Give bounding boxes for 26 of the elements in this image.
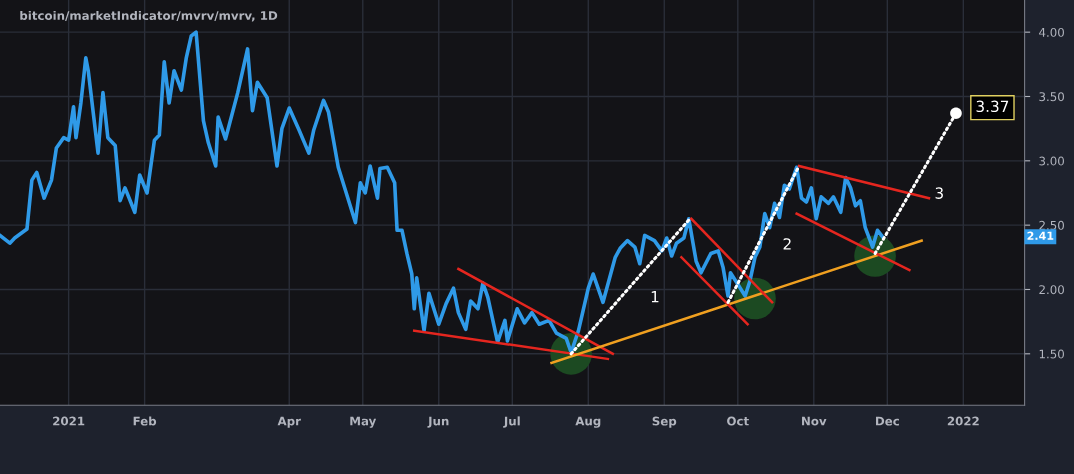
y-tick-label: 1.50 — [1039, 349, 1064, 359]
x-tick-label: Feb — [133, 416, 157, 426]
x-tick-label: Sep — [652, 416, 677, 428]
y-tick-label: 3.00 — [1039, 156, 1064, 166]
annotation: 1 — [651, 291, 659, 303]
y-tick-label: 3.50 — [1039, 92, 1064, 102]
y-tick-label: 4.00 — [1039, 27, 1064, 37]
x-tick-label: Jul — [503, 416, 520, 428]
point — [950, 107, 962, 120]
x-tick-label: May — [350, 416, 377, 428]
x-tick-label: Jun — [427, 416, 449, 428]
annotation: 3 — [935, 187, 943, 199]
annotation: 3.37 — [976, 100, 1009, 113]
x-tick-label: 2021 — [53, 416, 85, 426]
x-tick-label: Dec — [876, 416, 899, 426]
line-series — [0, 30, 885, 355]
x-tick-label: 2022 — [947, 416, 979, 426]
x-tick-label: Nov — [802, 416, 827, 426]
x-tick-label: Apr — [277, 416, 301, 428]
annotation: 2 — [783, 238, 791, 250]
x-tick-label: Oct — [727, 416, 749, 426]
text: 2.41 — [1027, 231, 1054, 240]
y-tick-label: 2.00 — [1039, 285, 1064, 295]
text: bitcoin/marketIndicator/mvrv/mvrv, 1D — [20, 10, 278, 22]
y-tick-label: 2.50 — [1039, 220, 1064, 230]
x-tick-label: Aug — [575, 416, 601, 428]
